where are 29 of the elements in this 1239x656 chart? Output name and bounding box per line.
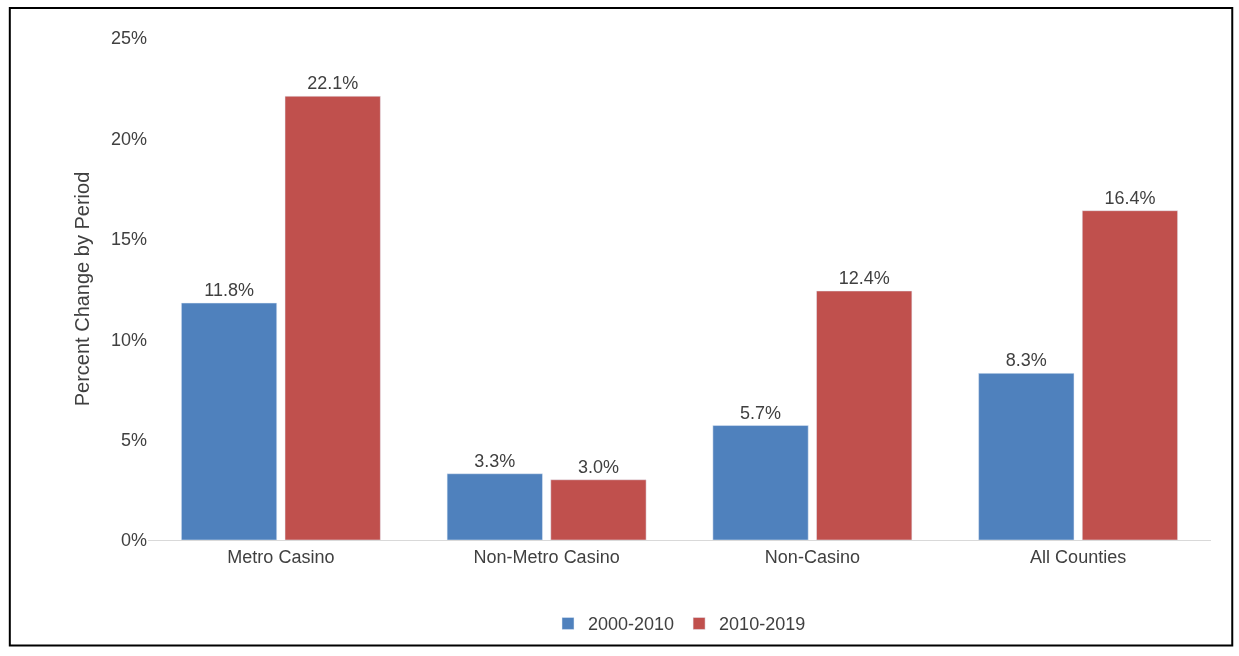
x-tick-label: Metro Casino — [227, 546, 335, 567]
y-tick-label: 15% — [110, 229, 147, 250]
legend-label: 2000-2010 — [588, 614, 675, 635]
data-label: 11.8% — [204, 280, 254, 301]
bar — [816, 290, 913, 540]
y-tick-label: 5% — [120, 429, 147, 450]
data-label: 3.0% — [577, 456, 619, 477]
y-tick-label: 25% — [110, 28, 147, 49]
y-tick-label: 0% — [120, 530, 147, 551]
x-tick-label: Non-Metro Casino — [473, 546, 620, 567]
data-label: 16.4% — [1104, 187, 1156, 208]
data-label: 8.3% — [1005, 350, 1047, 371]
bar — [1082, 210, 1178, 540]
bar — [550, 479, 647, 540]
bar — [181, 302, 277, 540]
bar — [712, 425, 809, 540]
bar — [446, 473, 543, 540]
data-label: 5.7% — [740, 402, 782, 423]
legend-label: 2010-2019 — [719, 614, 806, 635]
x-tick-label: Non-Casino — [764, 546, 860, 567]
data-label: 3.3% — [474, 450, 516, 471]
data-label: 12.4% — [838, 268, 890, 289]
x-tick-label: All Counties — [1030, 546, 1127, 567]
bar — [284, 95, 381, 540]
bar — [978, 373, 1075, 540]
y-tick-label: 10% — [110, 329, 147, 350]
data-label: 22.1% — [307, 73, 359, 94]
y-tick-label: 20% — [110, 128, 147, 149]
y-axis-title: Percent Change by Period — [71, 171, 94, 407]
